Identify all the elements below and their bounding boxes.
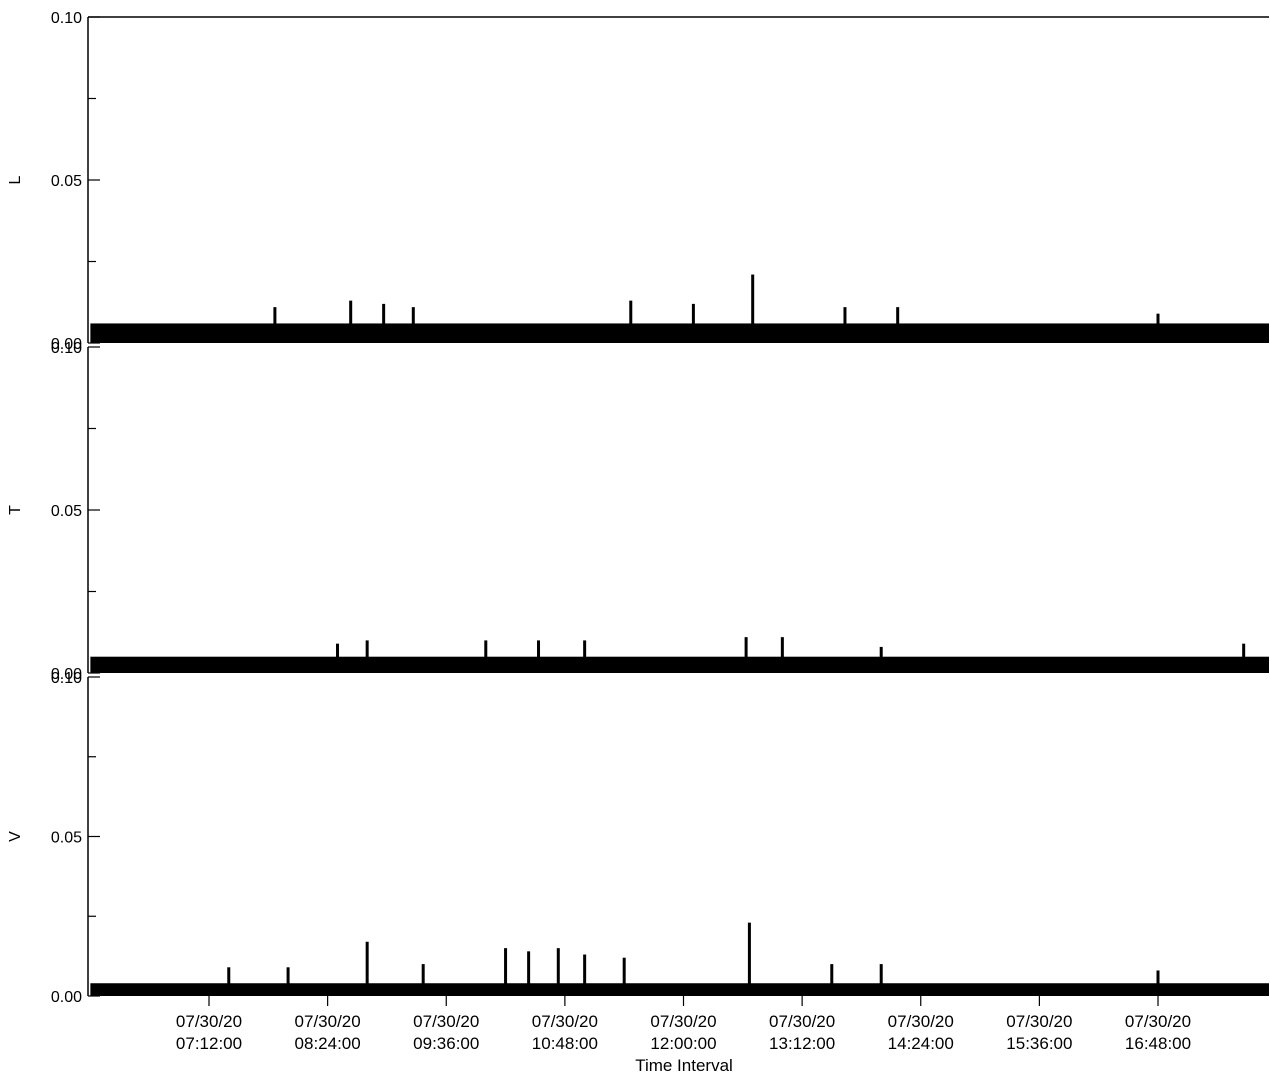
x-tick-date: 07/30/20 (888, 1012, 954, 1031)
chart-panels: 0.00 0.05 0.10 L 0.00 0.05 0.10 T 0.00 0.05 0.10 V (7, 10, 1269, 1006)
data-bar (365, 941, 369, 996)
panel-l: 0.00 0.05 0.10 L (7, 10, 1269, 353)
data-bar (744, 637, 748, 673)
x-tick-time: 13:12:00 (769, 1034, 835, 1053)
data-bar (583, 640, 587, 673)
y-tick-label: 0.05 (51, 830, 82, 847)
y-tick-label: 0.05 (51, 503, 82, 520)
data-bar (830, 964, 834, 996)
baseline-bar (90, 323, 1269, 343)
data-bar (349, 300, 353, 343)
x-tick-time: 16:48:00 (1125, 1034, 1191, 1053)
x-tick-date: 07/30/20 (1006, 1012, 1072, 1031)
data-bar (780, 637, 784, 673)
data-bar (227, 967, 231, 996)
data-bar (1242, 643, 1246, 673)
data-bar (691, 303, 695, 343)
data-bar (286, 967, 290, 996)
data-bar (747, 922, 751, 996)
data-bar (484, 640, 488, 673)
data-bar (751, 274, 755, 343)
baseline-bar (90, 656, 1269, 673)
y-tick-label: 0.00 (51, 336, 82, 353)
y-tick-label: 0.05 (51, 173, 82, 190)
data-bar (1156, 970, 1160, 996)
x-axis-label: Time Interval (635, 1056, 733, 1074)
baseline-bar (90, 983, 1269, 996)
x-tick-date: 07/30/20 (295, 1012, 361, 1031)
data-bar (879, 646, 883, 673)
x-tick-time: 10:48:00 (532, 1034, 598, 1053)
x-tick-date: 07/30/20 (769, 1012, 835, 1031)
data-bar (273, 307, 277, 343)
y-tick-label: 0.00 (51, 666, 82, 683)
data-bar (629, 300, 633, 343)
x-tick-date: 07/30/20 (1125, 1012, 1191, 1031)
panel-v: 0.00 0.05 0.10 V (7, 670, 1269, 1006)
y-axis-label: L (7, 175, 24, 184)
y-tick-label: 0.10 (51, 10, 82, 27)
x-tick-date: 07/30/20 (532, 1012, 598, 1031)
x-tick-time: 14:24:00 (888, 1034, 954, 1053)
y-axis-label: T (7, 505, 24, 515)
data-bar (1156, 313, 1160, 343)
y-tick-label: 0.10 (51, 340, 82, 357)
data-bar (382, 303, 386, 343)
data-bar (365, 640, 369, 673)
data-bar (896, 307, 900, 343)
x-tick-date: 07/30/20 (650, 1012, 716, 1031)
data-bar (421, 964, 425, 996)
x-tick-time: 07:12:00 (176, 1034, 242, 1053)
panel-t: 0.00 0.05 0.10 T (7, 340, 1269, 683)
x-tick-time: 12:00:00 (650, 1034, 716, 1053)
data-bar (537, 640, 541, 673)
y-tick-label: 0.10 (51, 670, 82, 687)
data-bar (622, 957, 626, 996)
x-tick-time: 09:36:00 (413, 1034, 479, 1053)
data-bar (411, 307, 415, 343)
data-bar (843, 307, 847, 343)
data-bar (879, 964, 883, 996)
y-axis-label: V (7, 831, 24, 842)
data-bar (504, 948, 508, 996)
x-tick-time: 08:24:00 (295, 1034, 361, 1053)
y-tick-label: 0.00 (51, 989, 82, 1006)
data-bar (336, 643, 340, 673)
x-tick-date: 07/30/20 (176, 1012, 242, 1031)
data-bar (583, 954, 587, 996)
x-tick-date: 07/30/20 (413, 1012, 479, 1031)
data-bar (527, 951, 531, 996)
x-axis: 07/30/20 07:12:00 07/30/20 08:24:00 07/30/20… (176, 996, 1191, 1053)
data-bar (556, 948, 560, 996)
x-tick-time: 15:36:00 (1006, 1034, 1072, 1053)
